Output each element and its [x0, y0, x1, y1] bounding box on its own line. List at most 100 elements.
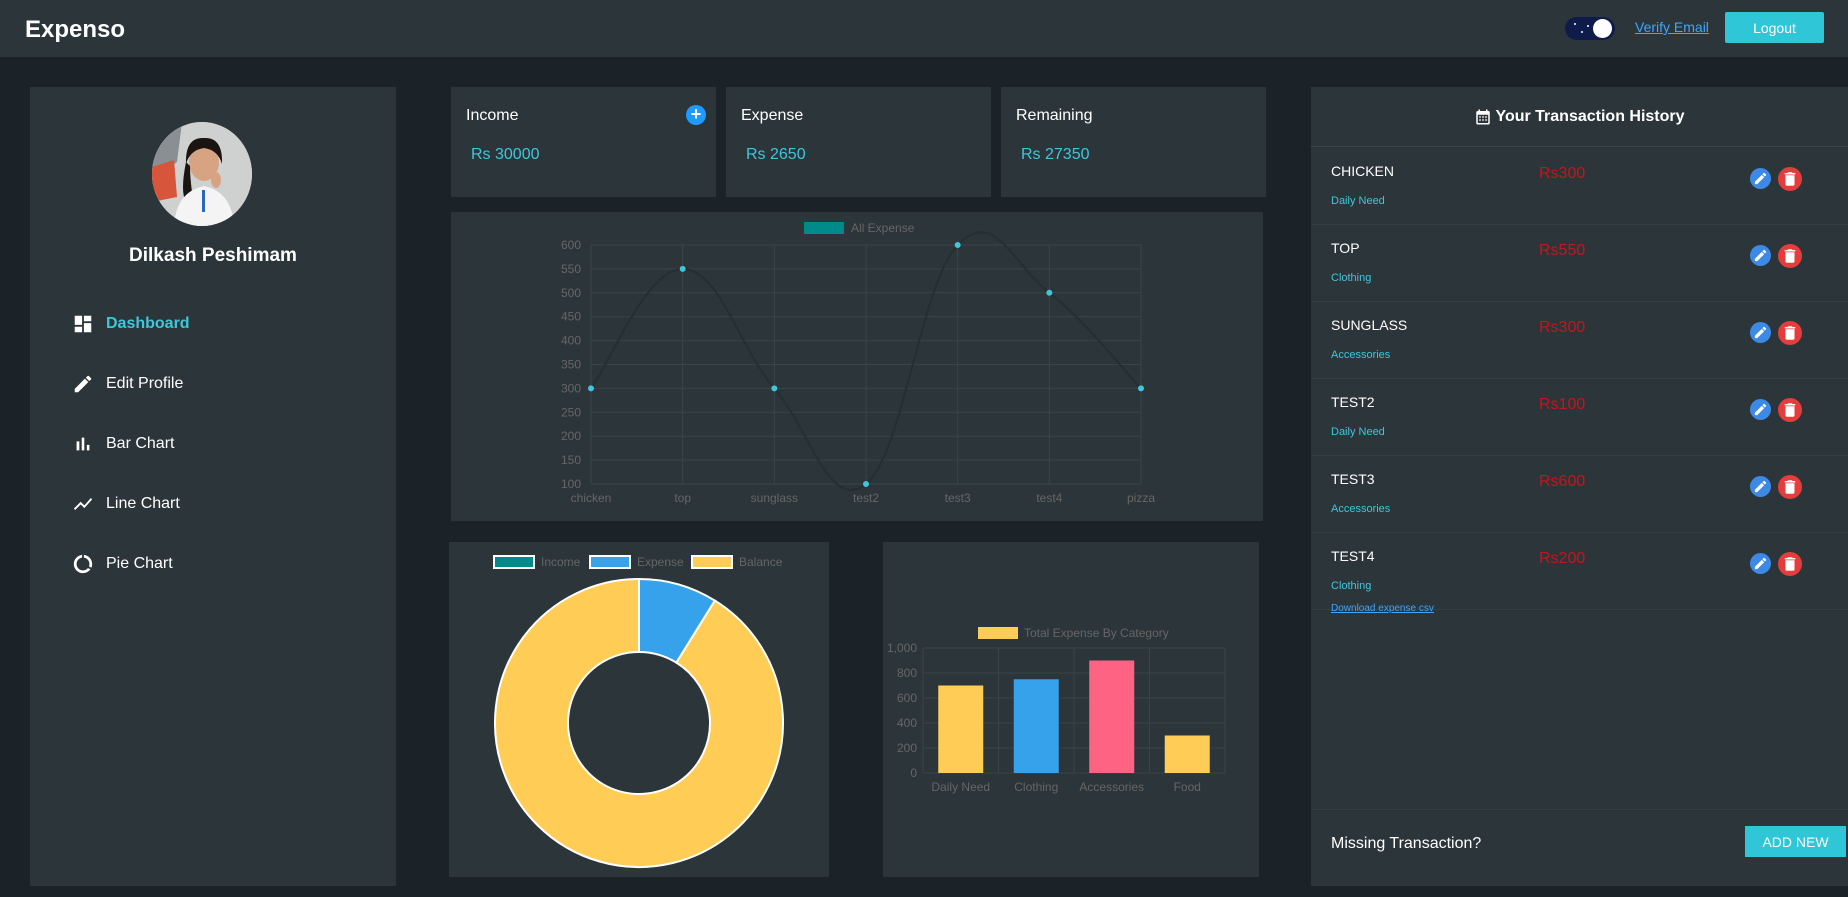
expense-value: Rs 2650	[746, 146, 806, 163]
star-dot	[1574, 23, 1576, 25]
edit-transaction-button[interactable]	[1750, 553, 1771, 574]
bar-chart-icon	[76, 437, 90, 451]
sidebar-item-bar-chart[interactable]: Bar Chart	[72, 432, 190, 456]
donut-chart-panel: Income Expense Balance	[449, 542, 829, 877]
y-tick-label: 400	[897, 716, 917, 730]
pencil-icon	[1754, 480, 1767, 493]
data-point[interactable]	[1046, 289, 1053, 296]
legend-swatch[interactable]	[691, 555, 733, 569]
transaction-category: Clothing	[1331, 272, 1372, 284]
verify-email-link[interactable]: Verify Email	[1635, 19, 1709, 35]
remaining-value: Rs 27350	[1021, 146, 1090, 163]
transaction-category: Daily Need	[1331, 195, 1385, 207]
delete-transaction-button[interactable]	[1778, 244, 1802, 268]
bar[interactable]	[1013, 679, 1059, 773]
sidebar-item-label: Pie Chart	[106, 555, 173, 572]
delete-transaction-button[interactable]	[1778, 167, 1802, 191]
x-tick-label: Clothing	[1014, 780, 1058, 794]
data-point[interactable]	[771, 385, 778, 392]
top-bar: Expenso Verify Email Logout	[0, 0, 1848, 57]
data-point[interactable]	[1138, 385, 1144, 392]
data-point[interactable]	[863, 481, 869, 487]
transaction-name: CHICKEN	[1331, 163, 1395, 179]
download-csv-link[interactable]: Download expense csv	[1331, 603, 1434, 614]
x-tick-label: Accessories	[1079, 780, 1144, 794]
history-footer: Missing Transaction? ADD NEW	[1311, 809, 1848, 886]
transaction-row: TOP Rs550 Clothing	[1311, 225, 1848, 302]
transaction-name: TEST2	[1331, 394, 1375, 410]
trash-icon	[1784, 172, 1796, 186]
x-tick-label: sunglass	[751, 491, 798, 505]
bar[interactable]	[1164, 735, 1210, 774]
sidebar-item-dashboard[interactable]: Dashboard	[72, 312, 190, 336]
trash-icon	[1784, 557, 1796, 571]
x-tick-label: top	[674, 491, 691, 505]
transaction-name: TEST3	[1331, 471, 1375, 487]
delete-transaction-button[interactable]	[1778, 398, 1802, 422]
pencil-icon	[1754, 403, 1767, 416]
y-tick-label: 800	[897, 666, 917, 680]
y-tick-label: 200	[561, 429, 581, 443]
legend-swatch[interactable]	[493, 555, 535, 569]
pencil-icon	[1754, 326, 1767, 339]
delete-transaction-button[interactable]	[1778, 475, 1802, 499]
edit-transaction-button[interactable]	[1750, 476, 1771, 497]
edit-transaction-button[interactable]	[1750, 399, 1771, 420]
transaction-row: TEST2 Rs100 Daily Need	[1311, 379, 1848, 456]
y-tick-label: 0	[910, 766, 917, 780]
y-tick-label: 150	[561, 453, 581, 467]
transaction-category: Daily Need	[1331, 426, 1385, 438]
bar-chart-panel: Total Expense By Category 0 200 400 600 800 1,…	[883, 542, 1259, 877]
pencil-icon	[1754, 249, 1767, 262]
legend-label: Expense	[637, 555, 684, 569]
y-tick-label: 400	[561, 334, 581, 348]
pie-slice[interactable]	[494, 577, 784, 868]
pencil-icon	[1754, 172, 1767, 185]
legend-swatch[interactable]	[978, 627, 1018, 639]
x-tick-label: chicken	[571, 491, 612, 505]
y-tick-label: 200	[897, 741, 917, 755]
edit-transaction-button[interactable]	[1750, 322, 1771, 343]
bar[interactable]	[1089, 660, 1135, 774]
line-chart: All Expense 100 150 200 250 300 350 400 450 500 55…	[561, 221, 1155, 505]
y-tick-label: 450	[561, 310, 581, 324]
line-chart-icon	[73, 498, 93, 510]
delete-transaction-button[interactable]	[1778, 552, 1802, 576]
sidebar-item-pie-chart[interactable]: Pie Chart	[72, 552, 190, 576]
edit-transaction-button[interactable]	[1750, 245, 1771, 266]
y-tick-label: 1,000	[887, 641, 917, 655]
transaction-category: Accessories	[1331, 349, 1391, 361]
logout-button[interactable]: Logout	[1725, 12, 1824, 43]
data-point[interactable]	[954, 242, 961, 248]
income-title: Income	[466, 107, 519, 124]
transaction-history: Your Transaction History CHICKEN Rs300 Dai…	[1311, 87, 1848, 886]
x-tick-label: test2	[853, 491, 879, 505]
legend-swatch[interactable]	[804, 222, 844, 234]
legend-swatch[interactable]	[589, 555, 631, 569]
transaction-amount: Rs200	[1539, 550, 1586, 567]
add-new-button[interactable]: ADD NEW	[1745, 826, 1846, 857]
bar[interactable]	[938, 685, 984, 774]
transaction-amount: Rs300	[1539, 319, 1586, 336]
transaction-row: TEST3 Rs600 Accessories	[1311, 456, 1848, 533]
y-tick-label: 550	[561, 262, 581, 276]
data-point[interactable]	[588, 385, 594, 392]
pencil-icon	[1754, 557, 1767, 570]
theme-toggle[interactable]	[1565, 17, 1615, 40]
trash-icon	[1784, 480, 1796, 494]
delete-transaction-button[interactable]	[1778, 321, 1802, 345]
sidebar-item-line-chart[interactable]: Line Chart	[72, 492, 190, 516]
add-income-icon[interactable]: +	[686, 105, 706, 125]
y-tick-label: 500	[561, 286, 581, 300]
sidebar-item-edit-profile[interactable]: Edit Profile	[72, 372, 190, 396]
trash-icon	[1784, 403, 1796, 417]
transaction-row: SUNGLASS Rs300 Accessories	[1311, 302, 1848, 379]
dashboard-icon	[74, 315, 92, 333]
history-title: Your Transaction History	[1495, 107, 1685, 125]
bar-chart: Total Expense By Category 0 200 400 600 800 1,…	[887, 626, 1226, 794]
data-point[interactable]	[679, 265, 686, 272]
app-brand[interactable]: Expenso	[25, 16, 126, 43]
x-tick-label: test3	[945, 491, 971, 505]
edit-transaction-button[interactable]	[1750, 168, 1771, 189]
avatar-photo	[152, 122, 252, 226]
